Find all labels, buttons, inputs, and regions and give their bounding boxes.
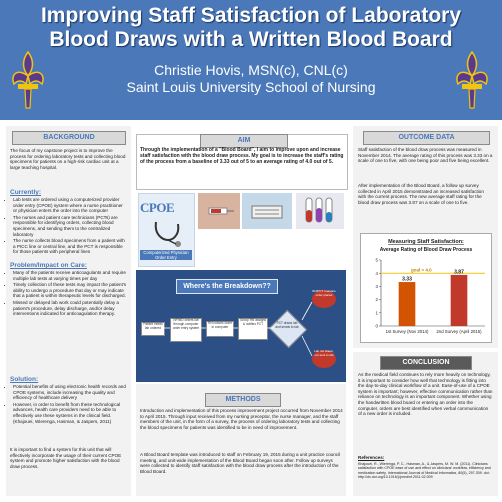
aim-text: Through the implementation of a "Blood B… bbox=[140, 147, 344, 166]
currently-list: Lab tests are ordered using a computeriz… bbox=[6, 197, 127, 256]
list-item: However, in order to benefit from these … bbox=[13, 402, 127, 424]
poster-school: Saint Louis University School of Nursing bbox=[126, 79, 376, 95]
problem-list: Many of the patients receive anticoagula… bbox=[6, 270, 127, 318]
outcome-paragraph-2: After implementation of the Blood Board,… bbox=[358, 183, 484, 205]
methods-paragraph-2: A Blood Board template was introduced to… bbox=[140, 452, 341, 474]
bar-value-label: 3.87 bbox=[454, 269, 464, 275]
problem-heading: Problem/Impact on Care: bbox=[10, 262, 87, 269]
satisfaction-chart: Measuring Staff Satisfaction: Average Ra… bbox=[360, 233, 492, 343]
flow-node-pct-draws: PCT draws lab and sends to lab bbox=[275, 321, 299, 329]
conclusion-section bbox=[353, 352, 498, 496]
breakdown-title: Where's the Breakdown?? bbox=[176, 279, 278, 294]
background-closing: It is important to find a system for thi… bbox=[10, 447, 122, 469]
outcome-paragraph-1: Staff satisfaction of the blood draw pro… bbox=[358, 147, 493, 164]
syringe-icon bbox=[208, 207, 234, 215]
flow-node-group-rn: Group RN assigns & notifies PCT bbox=[238, 318, 268, 340]
chart-bar bbox=[450, 274, 468, 326]
list-item: The nurse collects blood specimens from … bbox=[13, 238, 127, 255]
chart-subtitle: Average Rating of Blood Draw Process bbox=[380, 247, 473, 253]
list-item: Many of the patients receive anticoagula… bbox=[13, 270, 127, 281]
x-tick-label: 2nd Survey (April 2015) bbox=[436, 329, 482, 334]
background-heading: BACKGROUND bbox=[12, 131, 126, 145]
flow-node-rn-notices: RN notices order in computer bbox=[206, 321, 234, 337]
background-intro: The focus of my capstone project is to i… bbox=[10, 148, 126, 170]
flow-node-patient: Patient needs lab ordered bbox=[141, 322, 165, 336]
cpoe-caption: Computerized Physician Order Entry bbox=[140, 250, 192, 260]
satisfaction-chart-svg: Measuring Staff Satisfaction: Average Ra… bbox=[375, 239, 485, 334]
currently-heading: Currently: bbox=[10, 189, 42, 196]
flow-arrows bbox=[163, 301, 313, 357]
list-item: Timely collection of these tests may imp… bbox=[13, 282, 127, 299]
solution-list: Potential benefits of using electronic h… bbox=[6, 384, 127, 425]
references-heading: References: bbox=[358, 455, 385, 460]
list-item: Lab tests are ordered using a computeriz… bbox=[13, 197, 127, 214]
keyboard-icon bbox=[251, 205, 283, 219]
conclusion-heading: CONCLUSION bbox=[380, 356, 472, 370]
flow-node-order: NP/MD orders lab through computer order … bbox=[170, 318, 202, 342]
list-item: The nurses and patient care technicians … bbox=[13, 215, 127, 237]
flow-node-unaware: RN/PCT unaware order placed bbox=[312, 289, 336, 308]
cpoe-title: CPOE bbox=[140, 200, 175, 215]
fleur-de-lis-left-icon bbox=[12, 50, 44, 109]
solution-heading: Solution: bbox=[10, 376, 39, 383]
x-tick-label: 1st Survey (Nov 2014) bbox=[386, 329, 429, 334]
background-section bbox=[6, 126, 131, 496]
fleur-de-lis-right-icon bbox=[456, 50, 488, 109]
chart-title: Measuring Staff Satisfaction: bbox=[388, 239, 464, 245]
bar-value-label: 3.33 bbox=[402, 277, 412, 283]
y-tick-label: 0 bbox=[375, 324, 378, 329]
flow-node-not-drawn: Lab not drawn, not sent to lab bbox=[312, 349, 336, 368]
test-tube-icon bbox=[305, 197, 333, 223]
chart-plot-area: 0 1 2 3 4 5 goal = 4.0 3.33 1st Survey (Nov 2014… bbox=[375, 258, 485, 334]
y-tick-label: 1 bbox=[375, 310, 378, 315]
poster-author: Christie Hovis, MSN(c), CNL(c) bbox=[154, 62, 348, 78]
poster-header bbox=[0, 0, 502, 120]
y-tick-label: 5 bbox=[375, 258, 378, 263]
y-tick-label: 3 bbox=[375, 284, 378, 289]
chart-bar bbox=[398, 282, 416, 326]
methods-heading: METHODS bbox=[205, 393, 281, 407]
stethoscope-icon bbox=[154, 221, 181, 247]
y-tick-label: 2 bbox=[375, 297, 378, 302]
goal-label: goal = 4.0 bbox=[411, 268, 432, 273]
references-text: Khajouei, R., Wierenga, P. C., Hasman, A… bbox=[358, 462, 491, 480]
conclusion-text: As the medical field continues to rely m… bbox=[358, 372, 493, 417]
poster-title: Improving Staff Satisfaction of Laborato… bbox=[40, 4, 462, 51]
methods-paragraph-1: Introduction and implementation of this … bbox=[140, 408, 343, 430]
y-tick-label: 4 bbox=[375, 271, 378, 276]
aim-heading: AIM bbox=[200, 134, 288, 148]
outcome-heading: OUTCOME DATA bbox=[363, 131, 490, 145]
list-item: Missed or delayed lab work could potenti… bbox=[13, 300, 127, 317]
list-item: Potential benefits of using electronic h… bbox=[13, 384, 127, 401]
